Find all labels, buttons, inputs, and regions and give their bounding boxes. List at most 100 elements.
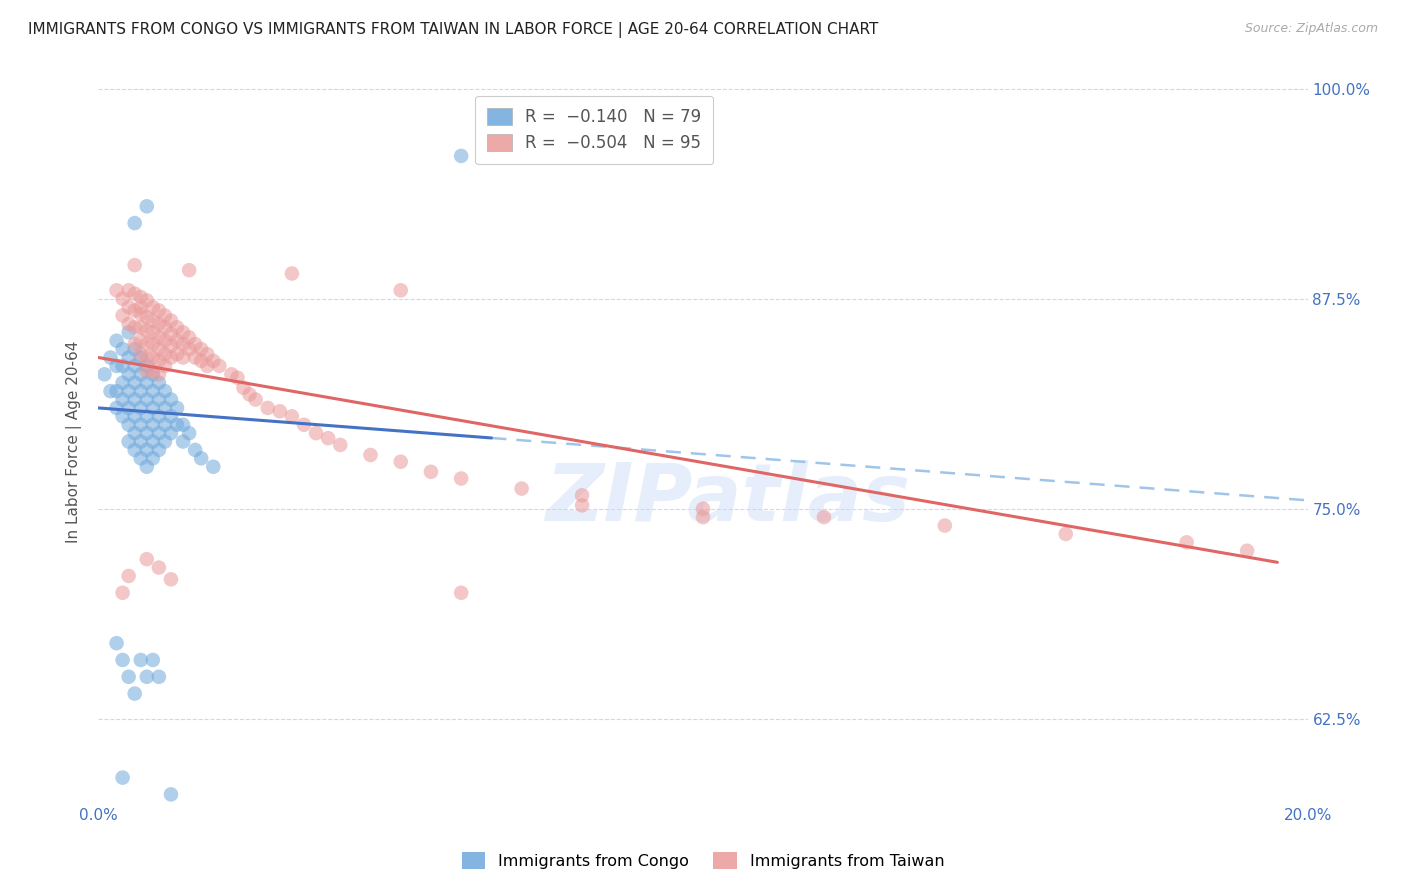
Legend: R =  −0.140   N = 79, R =  −0.504   N = 95: R = −0.140 N = 79, R = −0.504 N = 95: [475, 95, 713, 164]
Point: [129, 434, 152, 449]
Point: [190, 451, 212, 466]
Point: [93, 368, 115, 382]
Point: [135, 293, 157, 308]
Point: [111, 309, 134, 323]
Point: [135, 392, 157, 407]
Point: [142, 401, 165, 415]
Point: [148, 342, 170, 356]
Point: [111, 586, 134, 600]
Point: [135, 459, 157, 474]
Point: [184, 351, 207, 365]
Point: [179, 426, 201, 441]
Point: [166, 320, 188, 334]
Point: [105, 359, 128, 373]
Text: ZIPatlas: ZIPatlas: [544, 460, 910, 539]
Point: [124, 426, 146, 441]
Point: [160, 392, 183, 407]
Point: [172, 351, 194, 365]
Point: [148, 354, 170, 368]
Point: [118, 368, 141, 382]
Point: [142, 337, 165, 351]
Point: [118, 300, 141, 314]
Point: [100, 384, 122, 398]
Point: [129, 290, 152, 304]
Point: [172, 434, 194, 449]
Point: [450, 471, 472, 485]
Point: [1054, 527, 1077, 541]
Point: [118, 569, 141, 583]
Point: [148, 392, 170, 407]
Point: [135, 409, 157, 424]
Point: [124, 258, 146, 272]
Point: [129, 307, 152, 321]
Point: [105, 334, 128, 348]
Point: [153, 434, 176, 449]
Point: [166, 417, 188, 432]
Point: [135, 364, 157, 378]
Point: [305, 426, 328, 441]
Point: [111, 392, 134, 407]
Point: [124, 687, 146, 701]
Point: [135, 426, 157, 441]
Point: [450, 586, 472, 600]
Point: [292, 417, 315, 432]
Point: [281, 267, 304, 281]
Point: [118, 434, 141, 449]
Point: [135, 310, 157, 325]
Point: [118, 351, 141, 365]
Point: [129, 320, 152, 334]
Point: [129, 368, 152, 382]
Point: [179, 263, 201, 277]
Point: [111, 653, 134, 667]
Point: [129, 384, 152, 398]
Point: [129, 401, 152, 415]
Point: [129, 334, 152, 348]
Point: [142, 434, 165, 449]
Point: [195, 359, 218, 373]
Point: [142, 384, 165, 398]
Point: [269, 404, 291, 418]
Point: [450, 149, 472, 163]
Point: [153, 347, 176, 361]
Point: [571, 499, 593, 513]
Point: [813, 510, 835, 524]
Point: [239, 387, 262, 401]
Point: [360, 448, 382, 462]
Point: [153, 401, 176, 415]
Point: [142, 417, 165, 432]
Point: [160, 339, 183, 353]
Point: [111, 359, 134, 373]
Point: [166, 334, 188, 348]
Point: [166, 347, 188, 361]
Point: [148, 303, 170, 318]
Point: [172, 417, 194, 432]
Point: [571, 488, 593, 502]
Point: [129, 351, 152, 365]
Point: [124, 303, 146, 318]
Point: [135, 670, 157, 684]
Point: [148, 317, 170, 331]
Point: [142, 326, 165, 340]
Point: [329, 438, 352, 452]
Point: [160, 788, 183, 802]
Point: [135, 337, 157, 351]
Point: [316, 431, 339, 445]
Point: [118, 401, 141, 415]
Point: [420, 465, 443, 479]
Point: [190, 342, 212, 356]
Point: [124, 286, 146, 301]
Point: [118, 670, 141, 684]
Point: [148, 376, 170, 390]
Point: [111, 409, 134, 424]
Point: [124, 359, 146, 373]
Point: [172, 337, 194, 351]
Point: [105, 401, 128, 415]
Point: [124, 442, 146, 457]
Point: [160, 313, 183, 327]
Point: [245, 392, 267, 407]
Point: [118, 317, 141, 331]
Point: [118, 384, 141, 398]
Point: [232, 381, 254, 395]
Point: [256, 401, 278, 415]
Point: [153, 309, 176, 323]
